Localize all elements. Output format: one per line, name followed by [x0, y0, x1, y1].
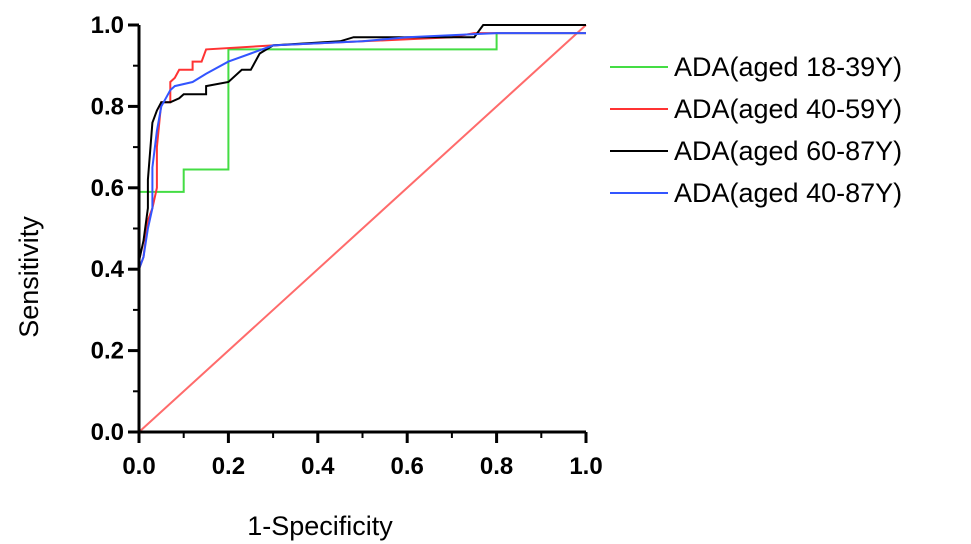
- x-tick-label: 0.8: [480, 453, 513, 480]
- reference-diagonal-line: [138, 24, 587, 433]
- y-tick-label: 0.0: [91, 419, 124, 446]
- series-line-1: [138, 32, 586, 249]
- series-line-4: [138, 32, 586, 270]
- legend-label-4: ADA(aged 40-87Y): [674, 178, 902, 208]
- legend-label-2: ADA(aged 40-59Y): [674, 94, 902, 124]
- series-line-3: [138, 24, 586, 262]
- axes: 0.0 0.2 0.4 0.6 0.8 1.0 0.0 0.2 0.4 0.6 0.8 1.0: [91, 12, 603, 480]
- y-axis-title: Sensitivity: [14, 216, 44, 338]
- y-tick-label: 0.2: [91, 338, 124, 365]
- y-tick-label: 1.0: [91, 12, 124, 39]
- y-tick-label: 0.6: [91, 175, 124, 202]
- x-tick-label: 1.0: [569, 453, 602, 480]
- x-tick-label: 0.6: [391, 453, 424, 480]
- y-tick-label: 0.8: [91, 93, 124, 120]
- x-tick-label: 0.4: [301, 453, 335, 480]
- x-tick-label: 0.2: [212, 453, 245, 480]
- y-tick-label: 0.4: [91, 256, 125, 283]
- legend: ADA(aged 18-39Y) ADA(aged 40-59Y) ADA(aged…: [610, 52, 902, 208]
- series-line-2: [138, 32, 586, 270]
- x-axis-title: 1-Specificity: [247, 511, 393, 541]
- plot-area: [138, 24, 587, 433]
- legend-label-1: ADA(aged 18-39Y): [674, 52, 902, 82]
- x-tick-label: 0.0: [122, 453, 155, 480]
- legend-label-3: ADA(aged 60-87Y): [674, 136, 902, 166]
